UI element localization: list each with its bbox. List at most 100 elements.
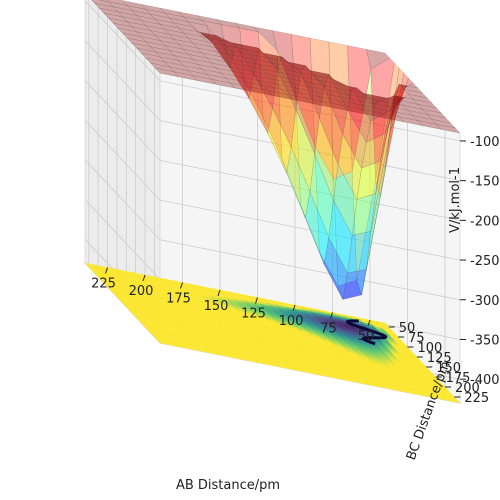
surface-patch [370, 57, 395, 181]
grid-line-z [84, 80, 461, 221]
surface-patch [121, 32, 147, 43]
surface-patch [291, 108, 315, 193]
surface-patch [187, 37, 213, 48]
surface-patch [121, 16, 147, 26]
y-tick-label: 125 [427, 351, 452, 366]
surface-patch [163, 61, 189, 71]
surface-patch [388, 106, 414, 116]
surface-patch [182, 16, 208, 26]
surface-patch [412, 98, 438, 109]
surface-patch [389, 93, 414, 112]
surface-patch [163, 45, 189, 55]
surface-patch [267, 57, 293, 68]
surface-patch [149, 13, 175, 24]
surface-patch [328, 199, 353, 274]
surface-patch [319, 251, 344, 300]
surface-patch [238, 43, 264, 54]
surface-patch [168, 50, 194, 60]
surface-patch [370, 102, 396, 113]
surface-patch [159, 23, 185, 34]
x-tick-mark [180, 282, 183, 289]
surface-patch [333, 79, 357, 89]
surface-patch [379, 96, 405, 106]
surface-patch [243, 65, 269, 75]
surface-patch [107, 1, 133, 11]
surface-patch [224, 77, 250, 88]
surface-patch [173, 22, 199, 33]
x-tick-mark [105, 267, 108, 274]
surface-patch [281, 56, 306, 73]
surface-patch [342, 88, 368, 99]
contour-band [157, 340, 170, 346]
surface-patch [309, 37, 334, 180]
surface-patch [248, 86, 274, 96]
surface-patch [271, 62, 297, 73]
axis-ticks: 225 200 175 150 125 100 75 50507510012515017520… [91, 135, 499, 406]
grid-line-z [84, 40, 461, 181]
surface-patch [98, 7, 124, 18]
surface-patch [337, 100, 363, 110]
surface-patch [300, 204, 325, 265]
surface-patch [342, 108, 367, 169]
surface-patch [135, 15, 161, 25]
surface-patch [291, 33, 315, 146]
surface-patch [178, 11, 203, 21]
y-tick-label: 50 [399, 321, 416, 336]
surface-patch [154, 18, 180, 29]
surface-patch [154, 51, 180, 61]
surface-patch [131, 10, 157, 20]
surface-patch [91, 0, 114, 8]
surface-patch [305, 65, 330, 88]
surface-patch [182, 48, 208, 59]
potential-surface [91, 0, 461, 301]
surface-patch [417, 120, 443, 130]
surface-patch [178, 43, 203, 54]
surface-patch [192, 75, 218, 85]
surface-patch [121, 0, 147, 10]
surface-patch [323, 73, 348, 136]
z-axis-label: V/kJ.mol-1 [448, 167, 463, 233]
surface-patch [220, 40, 246, 50]
surface-patch [337, 83, 363, 94]
surface-patch [370, 95, 395, 122]
surface-patch [361, 171, 386, 295]
surface-patch [313, 91, 339, 101]
surface-patch [159, 7, 185, 18]
surface-patch [239, 27, 264, 118]
x-tick-label: 175 [166, 292, 191, 307]
surface-patch [300, 65, 325, 119]
z-tick-label: -350 [470, 333, 500, 348]
y-tick-label: 200 [455, 381, 480, 396]
surface-patch [319, 86, 344, 166]
surface-patch [262, 85, 288, 95]
surface-patch [407, 110, 433, 120]
surface-patch [149, 62, 175, 73]
surface-patch [370, 94, 395, 232]
surface-patch [337, 279, 362, 300]
surface-patch [215, 51, 241, 61]
surface-patch [140, 36, 166, 46]
surface-patch [295, 71, 320, 155]
surface-patch [103, 12, 128, 23]
surface-patch [206, 41, 232, 51]
surface-patch [276, 67, 302, 78]
surface-patch [328, 74, 353, 111]
y-tick-label: 175 [446, 371, 471, 386]
surface-patch [366, 133, 390, 270]
surface-patch [201, 52, 227, 63]
surface-patch [389, 77, 414, 134]
surface-patch [253, 75, 278, 85]
surface-patch [313, 75, 339, 85]
surface-patch [426, 113, 452, 124]
surface-patch [384, 101, 410, 111]
surface-patch [290, 82, 316, 93]
surface-patch [314, 117, 339, 202]
surface-patch [159, 56, 185, 66]
z-tick-label: -150 [470, 175, 500, 190]
surface-patch [145, 8, 171, 19]
surface-patch [248, 70, 274, 80]
z-tick-label: -200 [470, 214, 500, 229]
surface-patch [361, 133, 386, 169]
z-tick-label: -300 [470, 294, 500, 309]
surface-patch [403, 88, 428, 99]
